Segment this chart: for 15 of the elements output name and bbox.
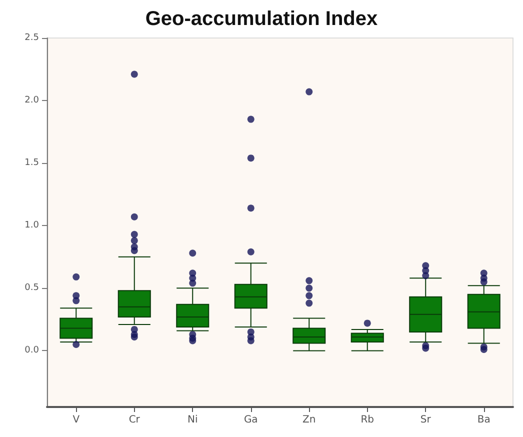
y-tick-label: 0.5 — [24, 283, 39, 294]
y-tick-label: 1.5 — [24, 158, 39, 168]
y-tick-label: 2.0 — [24, 96, 40, 106]
x-tick-label: Rb — [360, 414, 374, 426]
x-tick-label: Ni — [187, 414, 198, 426]
y-tick-label: 0.0 — [24, 346, 40, 356]
x-tick-label: Ga — [244, 414, 258, 426]
x-tick-label: Sr — [420, 414, 432, 426]
chart-title: Geo-accumulation Index — [145, 8, 378, 30]
y-tick-label: 1.0 — [24, 220, 40, 231]
x-tick-label: V — [72, 414, 80, 426]
x-tick-label: Cr — [128, 414, 141, 426]
x-tick-label: Zn — [302, 414, 316, 426]
y-tick-label: 2.5 — [24, 33, 39, 43]
x-tick-label: Ba — [477, 414, 490, 426]
